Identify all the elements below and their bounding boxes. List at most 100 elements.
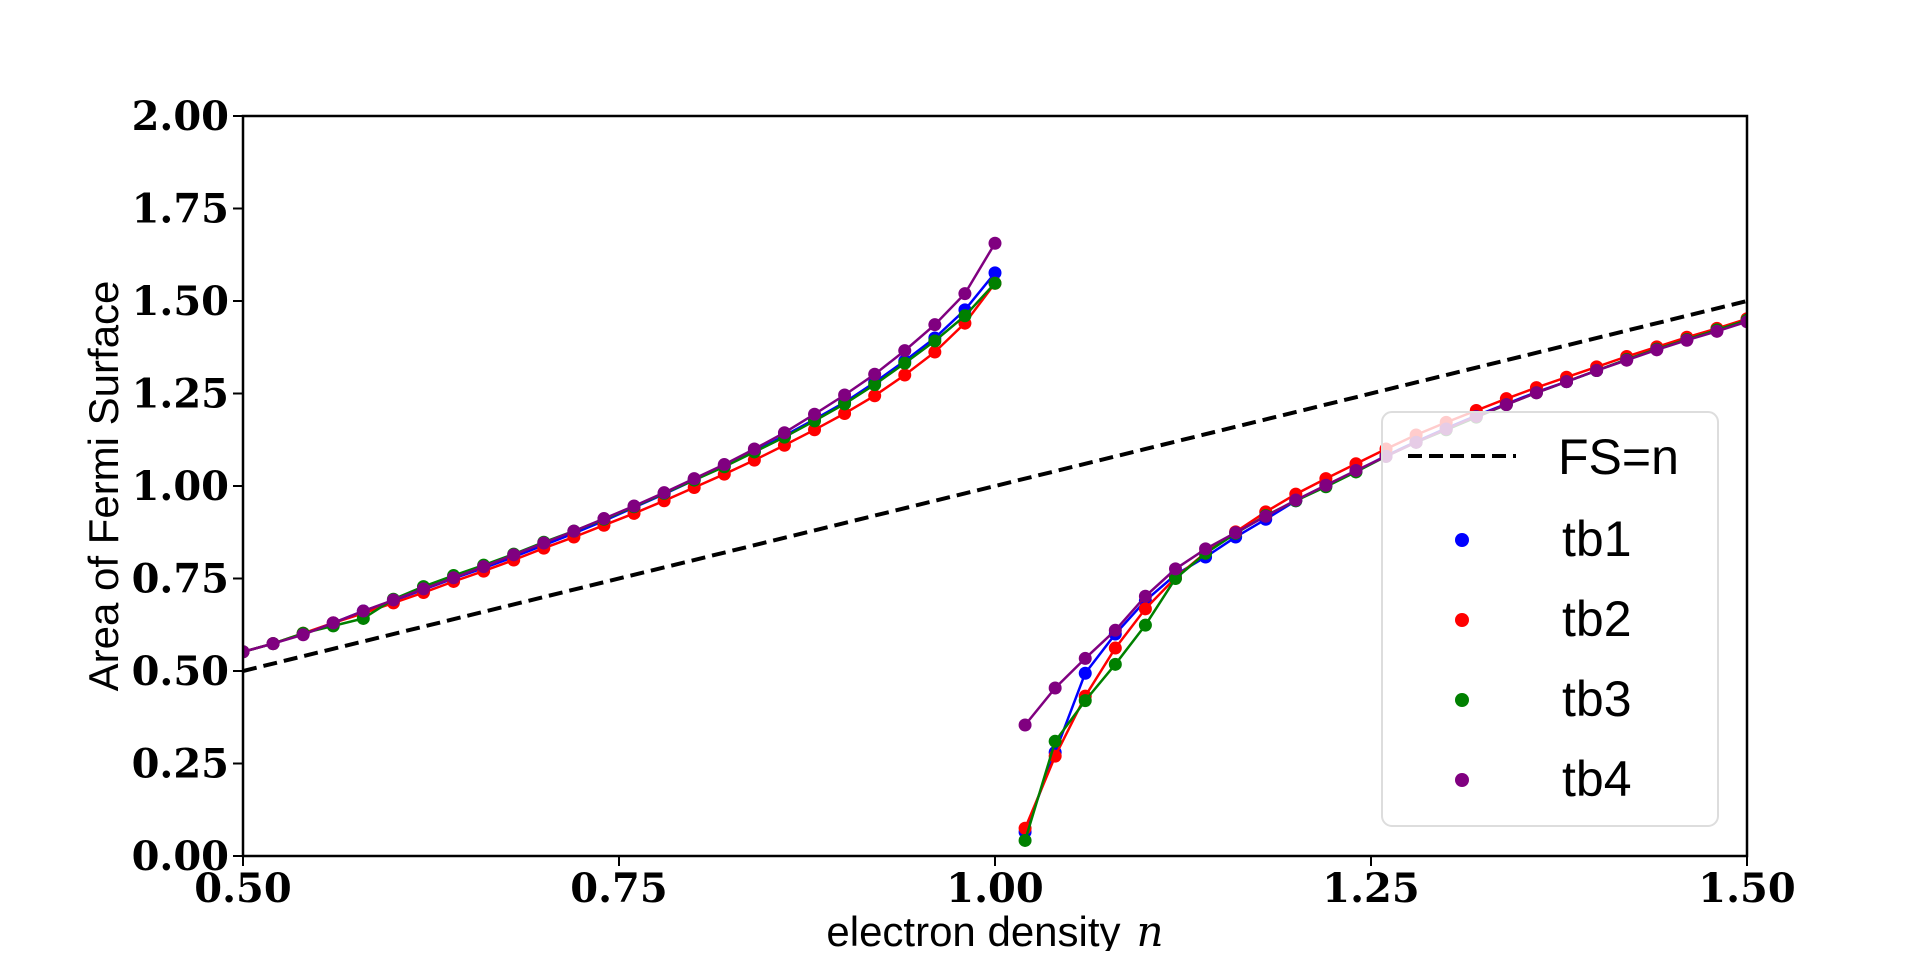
- legend-marker-tb4: [1455, 773, 1469, 787]
- data-point-tb2: [1108, 641, 1122, 655]
- data-point-tb4: [1168, 562, 1182, 576]
- data-point-tb4: [1590, 364, 1604, 378]
- legend-label-tb1: tb1: [1562, 511, 1632, 567]
- data-point-tb4: [1710, 324, 1724, 338]
- data-point-tb4: [958, 287, 972, 301]
- data-point-tb4: [1048, 681, 1062, 695]
- data-point-tb4: [898, 344, 912, 358]
- data-point-tb4: [1319, 478, 1333, 492]
- data-point-tb4: [243, 645, 250, 659]
- x-axis-label-text: electron density: [826, 908, 1120, 951]
- y-axis-ticks: 0.00 0.25 0.50 0.75 1.00 1.25 1.50 1.75 2.00: [132, 93, 243, 880]
- data-point-tb4: [1499, 398, 1513, 412]
- legend-box: [1381, 411, 1719, 827]
- y-tick-label: 1.25: [132, 371, 229, 418]
- data-point-tb3: [898, 356, 912, 370]
- data-point-tb2: [838, 406, 852, 420]
- data-point-tb4: [1018, 718, 1032, 732]
- legend: FS=n tb1 tb2 tb3 tb4: [1381, 411, 1719, 827]
- y-axis-label: Area of Fermi Surface: [80, 281, 127, 692]
- data-point-tb4: [356, 604, 370, 618]
- y-tick-label: 0.00: [132, 833, 229, 880]
- data-point-tb4: [1560, 375, 1574, 389]
- data-point-tb4: [567, 524, 581, 538]
- x-axis-label: electron density n: [826, 907, 1163, 951]
- data-point-tb1: [1078, 666, 1092, 680]
- y-tick-label: 0.75: [132, 556, 229, 603]
- x-tick-label: 0.50: [194, 865, 291, 912]
- legend-marker-tb1: [1455, 533, 1469, 547]
- data-point-tb4: [657, 486, 671, 500]
- series-line-tb4-seg1: [243, 242, 997, 654]
- x-axis-ticks: 0.50 0.75 1.00 1.25 1.50: [194, 856, 1796, 912]
- data-point-tb2: [808, 423, 822, 437]
- legend-label-tb2: tb2: [1562, 591, 1632, 647]
- data-point-tb3: [1018, 833, 1032, 847]
- y-tick-label: 0.50: [132, 648, 229, 695]
- data-point-tb4: [1680, 333, 1694, 347]
- data-point-tb3: [988, 276, 1002, 290]
- data-point-tb3: [1108, 657, 1122, 671]
- data-point-tb4: [296, 628, 310, 642]
- data-point-tb3: [1078, 694, 1092, 708]
- reference-line-fs-n: [243, 299, 1747, 673]
- data-point-tb4: [266, 637, 280, 651]
- y-tick-label: 1.75: [132, 186, 229, 233]
- data-point-tb4: [1138, 589, 1152, 603]
- data-point-tb4: [988, 236, 1002, 250]
- data-point-tb4: [1289, 493, 1303, 507]
- data-point-tb4: [808, 407, 822, 421]
- data-point-tb4: [777, 426, 791, 440]
- data-point-tb4: [1078, 651, 1092, 665]
- data-point-tb4: [1650, 343, 1664, 357]
- data-point-tb3: [958, 309, 972, 323]
- data-point-tb4: [928, 318, 942, 332]
- x-tick-label: 1.25: [1322, 865, 1419, 912]
- data-point-tb4: [1740, 315, 1747, 329]
- data-point-tb2: [928, 345, 942, 359]
- data-point-tb3: [1168, 572, 1182, 585]
- series-line-tb1-seg1: [243, 272, 996, 654]
- data-point-tb4: [386, 593, 400, 607]
- data-point-tb3: [868, 378, 882, 392]
- legend-label-tb3: tb3: [1562, 671, 1632, 727]
- y-tick-label: 2.00: [132, 93, 229, 140]
- y-tick-label: 0.25: [132, 741, 229, 788]
- x-tick-label: 1.50: [1698, 865, 1795, 912]
- data-point-tb1: [988, 266, 1002, 280]
- legend-marker-tb2: [1455, 613, 1469, 627]
- data-point-tb4: [1229, 526, 1243, 540]
- data-point-tb3: [1138, 618, 1152, 632]
- legend-marker-tb3: [1455, 693, 1469, 707]
- data-point-tb4: [1259, 509, 1273, 523]
- data-point-tb2: [898, 368, 912, 382]
- series-line-tb3-seg1: [243, 282, 996, 654]
- data-point-tb4: [537, 536, 551, 550]
- data-point-tb4: [838, 388, 852, 402]
- data-point-tb4: [447, 571, 461, 585]
- data-point-tb3: [838, 397, 852, 411]
- data-point-tb2: [1138, 602, 1152, 616]
- data-point-tb2: [868, 389, 882, 403]
- data-point-tb4: [1529, 386, 1543, 400]
- data-point-tb4: [1349, 463, 1363, 477]
- y-tick-label: 1.50: [132, 278, 229, 325]
- data-point-tb3: [1048, 734, 1062, 748]
- data-point-tb4: [1199, 542, 1213, 556]
- data-point-tb4: [416, 582, 430, 596]
- x-axis-label-symbol: n: [1137, 907, 1164, 951]
- data-point-tb4: [1620, 353, 1634, 367]
- data-point-tb3: [928, 334, 942, 348]
- x-tick-label: 0.75: [570, 865, 667, 912]
- data-point-tb4: [687, 472, 701, 486]
- data-point-tb4: [507, 548, 521, 562]
- series-line-tb2-seg1: [243, 282, 996, 654]
- data-point-tb4: [868, 367, 882, 381]
- legend-label-fs: FS=n: [1558, 429, 1679, 485]
- data-point-tb4: [477, 560, 491, 574]
- legend-label-tb4: tb4: [1562, 751, 1632, 807]
- data-point-tb4: [627, 499, 641, 513]
- data-point-tb4: [597, 512, 611, 526]
